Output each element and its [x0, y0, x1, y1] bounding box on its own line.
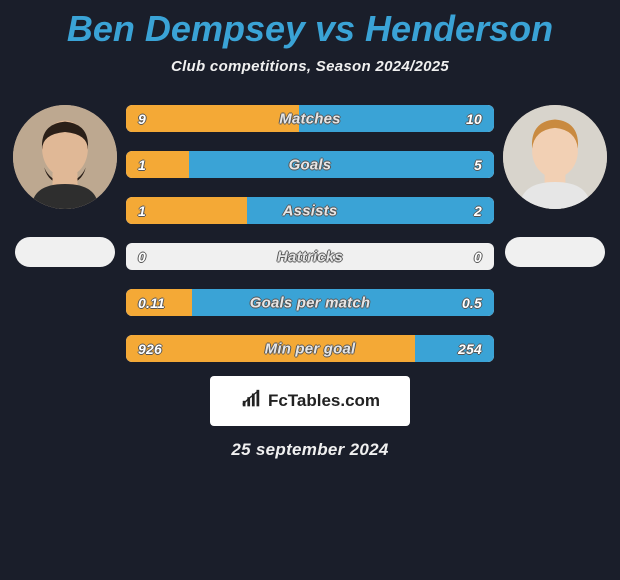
bar-metric-label: Min per goal [265, 340, 356, 357]
bar-metric-label: Assists [283, 202, 338, 219]
stat-bar: 1 Goals 5 [126, 151, 494, 178]
bar-fill-right [415, 335, 494, 362]
bar-fill-right [189, 151, 494, 178]
bar-fill-left [126, 151, 189, 178]
branding-badge: FcTables.com [210, 376, 410, 426]
bar-value-left: 1 [138, 157, 146, 173]
stat-bar: 0.11 Goals per match 0.5 [126, 289, 494, 316]
bar-metric-label: Hattricks [277, 248, 343, 265]
bar-value-left: 1 [138, 203, 146, 219]
bar-value-left: 0.11 [138, 295, 165, 311]
date-line: 25 september 2024 [231, 440, 388, 460]
chart-bar-icon [240, 388, 262, 415]
main-row: 9 Matches 10 1 Goals 5 1 Assists 2 0 Hattricks 0 0.1… [0, 105, 620, 362]
comparison-infographic: Ben Dempsey vs Henderson Club competitio… [0, 0, 620, 580]
page-subtitle: Club competitions, Season 2024/2025 [171, 58, 449, 75]
left-player-col [10, 105, 120, 267]
stat-bar: 0 Hattricks 0 [126, 243, 494, 270]
bar-metric-label: Goals [289, 156, 332, 173]
page-title: Ben Dempsey vs Henderson [67, 8, 553, 50]
bar-metric-label: Goals per match [250, 294, 371, 311]
bar-value-left: 0 [138, 249, 146, 265]
bar-value-right: 2 [474, 203, 482, 219]
right-player-col [500, 105, 610, 267]
stat-bars: 9 Matches 10 1 Goals 5 1 Assists 2 0 Hattricks 0 0.1… [120, 105, 500, 362]
stat-bar: 926 Min per goal 254 [126, 335, 494, 362]
bar-metric-label: Matches [279, 110, 340, 127]
bar-value-left: 926 [138, 341, 162, 357]
bar-value-right: 5 [474, 157, 482, 173]
bar-value-right: 254 [458, 341, 482, 357]
bar-value-right: 10 [466, 111, 482, 127]
left-club-badge [15, 237, 115, 267]
bar-value-right: 0 [474, 249, 482, 265]
bar-value-right: 0.5 [462, 295, 482, 311]
bar-fill-left [126, 105, 299, 132]
left-player-avatar [13, 105, 117, 209]
stat-bar: 9 Matches 10 [126, 105, 494, 132]
right-player-avatar [503, 105, 607, 209]
branding-text: FcTables.com [268, 391, 380, 411]
stat-bar: 1 Assists 2 [126, 197, 494, 224]
right-club-badge [505, 237, 605, 267]
bar-value-left: 9 [138, 111, 146, 127]
